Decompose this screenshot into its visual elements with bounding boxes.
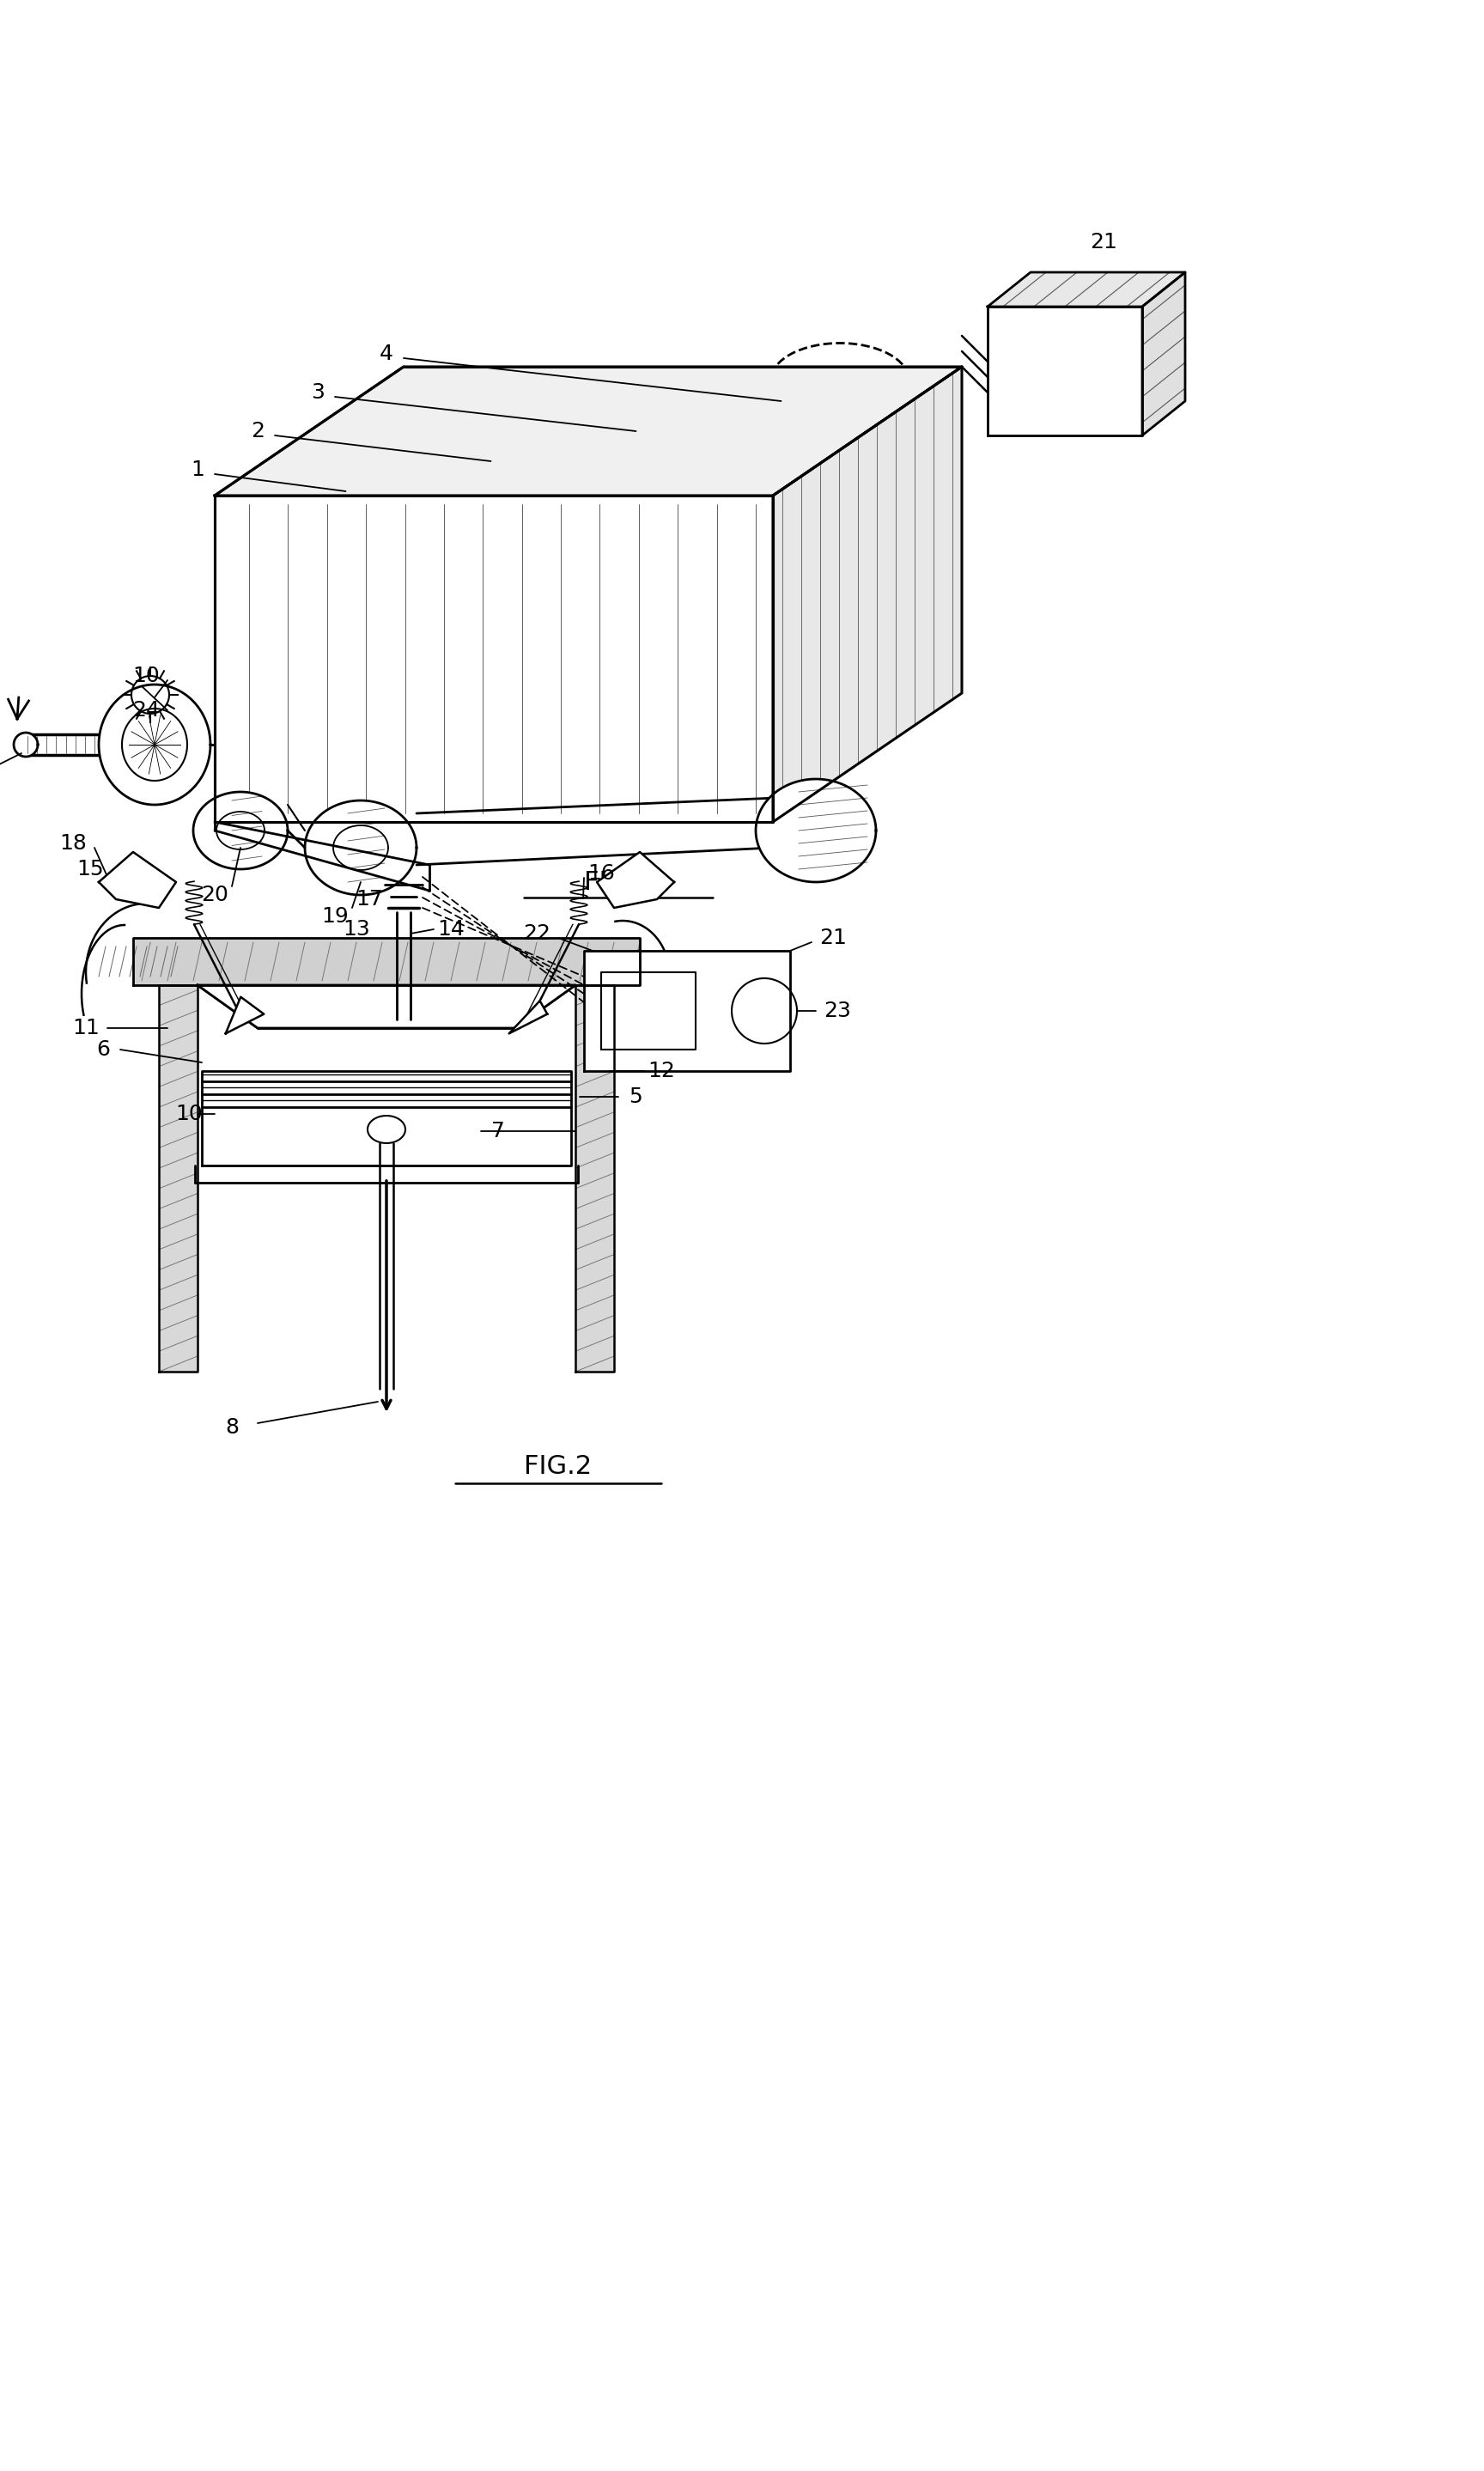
Text: 4: 4	[380, 343, 393, 363]
Polygon shape	[99, 684, 211, 806]
Polygon shape	[215, 497, 773, 823]
Polygon shape	[601, 971, 696, 1050]
Polygon shape	[193, 791, 288, 870]
Polygon shape	[159, 986, 197, 1371]
Text: 10: 10	[132, 665, 160, 687]
Text: 17: 17	[356, 890, 383, 909]
Polygon shape	[217, 810, 264, 850]
Text: FIG.1: FIG.1	[585, 870, 653, 895]
Polygon shape	[215, 366, 962, 497]
Polygon shape	[304, 801, 417, 895]
Text: 10: 10	[175, 1105, 203, 1124]
Text: 7: 7	[491, 1122, 505, 1142]
Polygon shape	[755, 778, 876, 882]
Text: 21: 21	[819, 927, 847, 949]
Text: FIG.2: FIG.2	[524, 1453, 592, 1478]
Text: 8: 8	[226, 1418, 239, 1438]
Polygon shape	[202, 1070, 571, 1166]
Polygon shape	[1143, 272, 1186, 435]
Text: 21: 21	[1089, 232, 1117, 252]
Polygon shape	[122, 709, 187, 781]
Text: 3: 3	[312, 383, 325, 403]
Polygon shape	[988, 272, 1186, 306]
Text: 19: 19	[322, 907, 349, 927]
Text: 23: 23	[824, 1001, 850, 1021]
Polygon shape	[576, 986, 614, 1371]
Text: 16: 16	[588, 862, 614, 885]
Polygon shape	[732, 979, 797, 1043]
Polygon shape	[132, 677, 169, 714]
Text: 20: 20	[200, 885, 229, 904]
Text: 14: 14	[438, 919, 464, 939]
Polygon shape	[988, 306, 1143, 435]
Polygon shape	[134, 939, 640, 986]
Text: 13: 13	[343, 919, 370, 939]
Text: 5: 5	[629, 1087, 643, 1107]
Polygon shape	[226, 996, 264, 1033]
Text: 11: 11	[73, 1018, 99, 1038]
Text: 12: 12	[647, 1060, 675, 1082]
Text: 1: 1	[191, 460, 205, 479]
Polygon shape	[99, 852, 177, 907]
Polygon shape	[773, 366, 962, 823]
Text: 6: 6	[96, 1040, 110, 1060]
Polygon shape	[585, 951, 789, 1070]
Text: 18: 18	[59, 833, 86, 852]
Polygon shape	[509, 1001, 548, 1033]
Text: 22: 22	[522, 924, 551, 944]
Polygon shape	[13, 731, 37, 756]
Polygon shape	[334, 825, 389, 870]
Text: 24: 24	[132, 699, 160, 722]
Text: 2: 2	[251, 420, 264, 442]
Polygon shape	[368, 1117, 405, 1144]
Text: 15: 15	[77, 860, 104, 880]
Polygon shape	[197, 986, 576, 1028]
Polygon shape	[597, 852, 674, 907]
